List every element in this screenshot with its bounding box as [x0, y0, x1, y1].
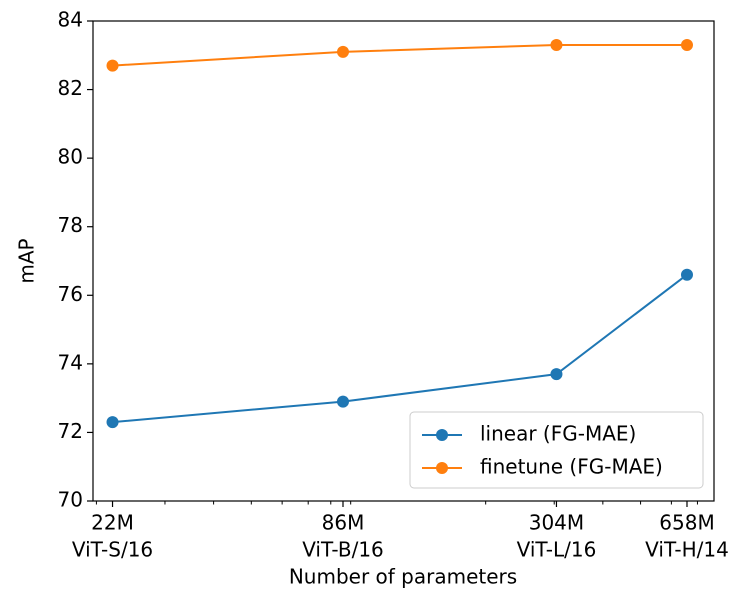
x-tick-sublabel: ViT-S/16	[72, 538, 153, 562]
y-tick-label: 78	[58, 213, 83, 237]
data-point	[336, 45, 349, 58]
y-axis-label: mAP	[15, 238, 39, 283]
x-tick-sublabel: ViT-L/16	[517, 538, 597, 562]
series-line	[112, 44, 687, 67]
x-tick-sublabel: ViT-B/16	[302, 538, 384, 562]
data-point	[106, 416, 119, 429]
y-tick-label: 84	[58, 8, 83, 32]
legend-label: finetune (FG-MAE)	[480, 455, 663, 479]
y-tick-label: 80	[58, 145, 83, 169]
x-tick-label: 304M	[529, 511, 584, 535]
legend-marker	[436, 429, 448, 441]
y-tick-label: 82	[58, 76, 83, 100]
data-point	[336, 395, 349, 408]
legend-label: linear (FG-MAE)	[480, 422, 636, 446]
x-tick-label: 86M	[322, 511, 365, 535]
legend-box	[409, 411, 704, 489]
data-point	[680, 268, 693, 281]
data-point	[106, 59, 119, 72]
data-point	[550, 368, 563, 381]
y-tick-label: 70	[58, 488, 83, 512]
series-line	[112, 273, 688, 424]
x-tick-sublabel: ViT-H/14	[645, 538, 729, 562]
x-tick-label: 658M	[659, 511, 714, 535]
data-point	[550, 39, 563, 51]
plot-frame	[92, 20, 715, 502]
legend-marker	[436, 462, 448, 474]
y-tick-label: 74	[58, 350, 83, 374]
y-tick-label: 72	[58, 419, 83, 443]
x-axis-label: Number of parameters	[289, 565, 517, 589]
data-point	[680, 39, 693, 51]
y-tick-label: 76	[58, 282, 83, 306]
x-tick-label: 22M	[91, 511, 134, 535]
